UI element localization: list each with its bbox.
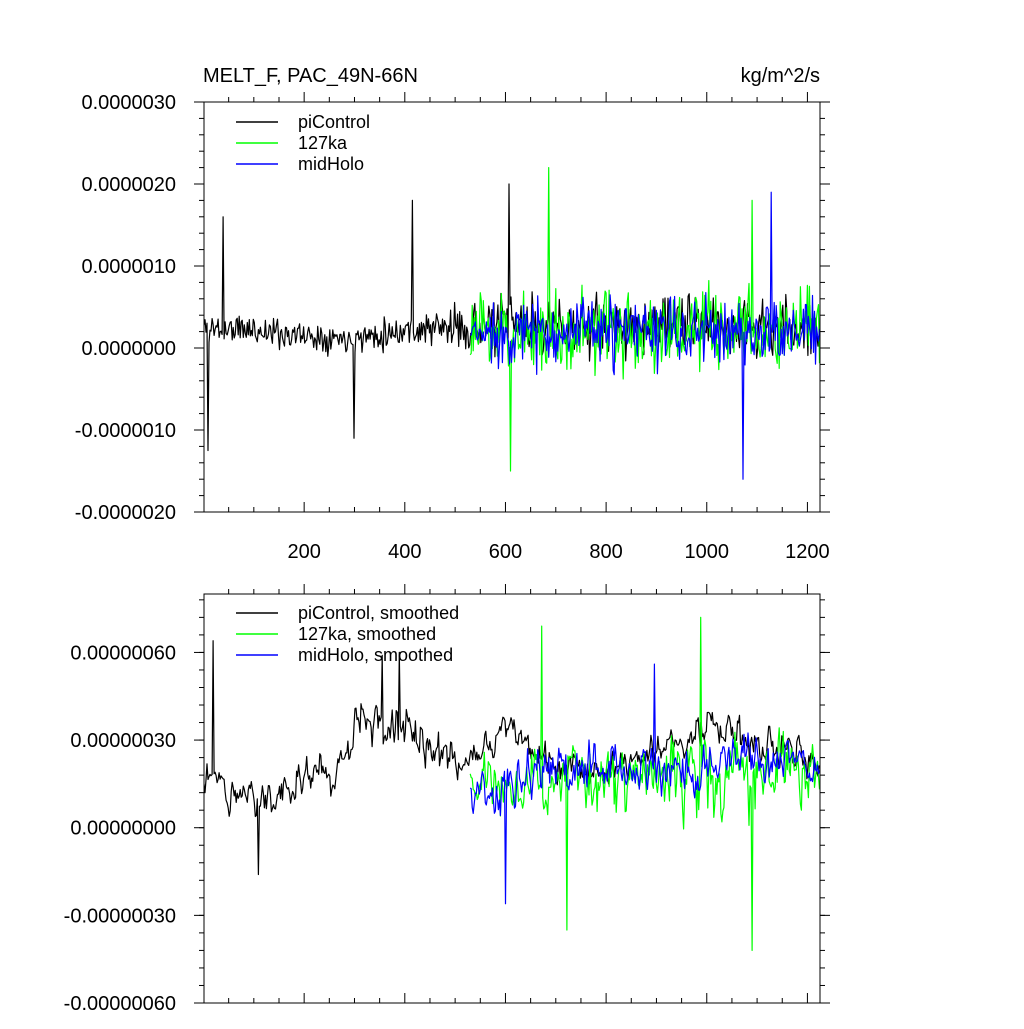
bottom-panel: -0.00000060 -0.00000030 0.00000000 0.000000… xyxy=(64,584,830,1015)
y-tick-label: 0.0000030 xyxy=(81,92,176,114)
y-tick-label: -0.0000020 xyxy=(75,502,176,524)
y-tick-label: 0.0000020 xyxy=(81,174,176,196)
series-line-127ka xyxy=(469,616,820,952)
x-tick-label: 600 xyxy=(489,541,522,563)
x-tick-label: 200 xyxy=(287,541,320,563)
series-group xyxy=(204,616,820,952)
plot-frame xyxy=(203,101,821,513)
x-tick-label: 1000 xyxy=(685,541,730,563)
legend-label: midHolo xyxy=(298,154,364,174)
x-tick-label: 400 xyxy=(388,541,421,563)
y-tick-label: 0.00000060 xyxy=(70,642,176,664)
y-tick-label: 0.00000000 xyxy=(70,818,176,840)
y-tick-label: 0.0000000 xyxy=(81,338,176,360)
y-tick-label: 0.00000030 xyxy=(70,730,176,752)
legend-label: 127ka, smoothed xyxy=(298,624,436,644)
y-tick-label: -0.00000030 xyxy=(64,905,176,927)
series-line-picontrol xyxy=(204,640,820,876)
y-tick-label: -0.00000060 xyxy=(64,993,176,1015)
top-plot-area: 200 400 600 800 1000 1200 -0.0000020 -0.0000010… xyxy=(75,92,830,563)
legend-label: midHolo, smoothed xyxy=(298,645,453,665)
chart-title: MELT_F, PAC_49N-66N xyxy=(203,65,418,87)
legend-label: piControl, smoothed xyxy=(298,603,459,623)
y-tick-label: 0.0000010 xyxy=(81,256,176,278)
legend-label: 127ka xyxy=(298,133,348,153)
x-tick-label: 800 xyxy=(589,541,622,563)
x-tick-label: 1200 xyxy=(785,541,830,563)
bottom-plot-area: -0.00000060 -0.00000030 0.00000000 0.000000… xyxy=(64,584,830,1015)
series-line-midholo xyxy=(470,191,820,480)
legend-label: piControl xyxy=(298,112,370,132)
series-line-picontrol xyxy=(204,183,820,452)
y-tick-label: -0.0000010 xyxy=(75,420,176,442)
plot-frame xyxy=(203,593,821,1004)
units-label: kg/m^2/s xyxy=(741,65,820,87)
series-line-midholo xyxy=(469,663,820,905)
series-group xyxy=(204,167,820,480)
top-panel: MELT_F, PAC_49N-66N kg/m^2/s 200 400 600 80… xyxy=(75,65,830,563)
